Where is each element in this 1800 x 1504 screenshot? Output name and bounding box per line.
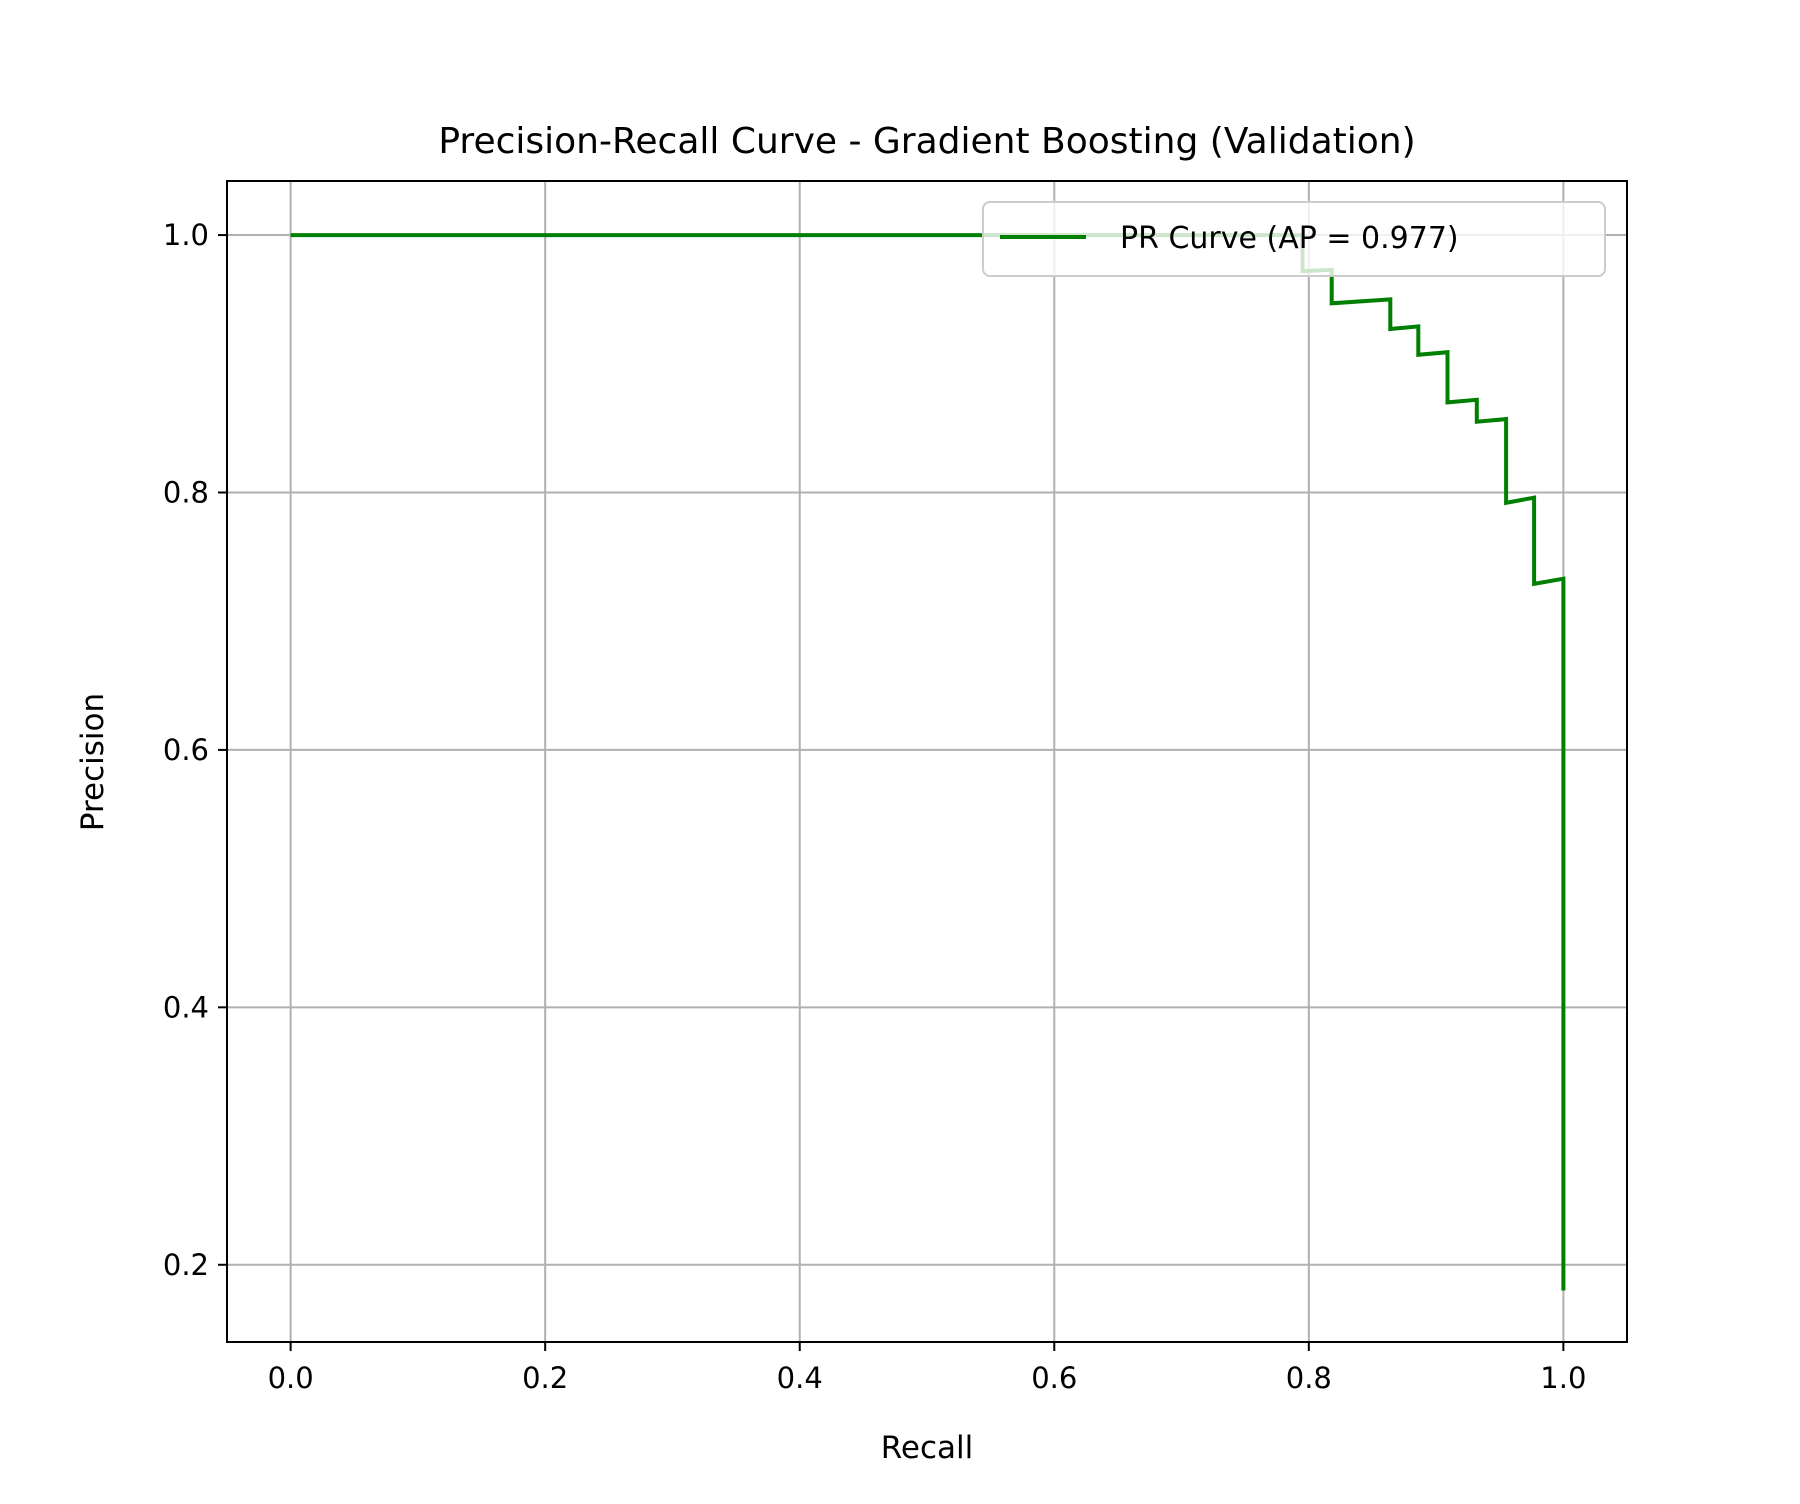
y-axis-label: Precision	[75, 693, 111, 831]
y-tick-label: 0.4	[163, 990, 209, 1024]
y-tick-label: 1.0	[163, 218, 209, 252]
x-tick-label: 0.8	[1286, 1361, 1332, 1395]
x-tick-label: 0.6	[1031, 1361, 1077, 1395]
y-tick-label: 0.6	[163, 733, 209, 767]
x-axis-label: Recall	[881, 1430, 974, 1466]
legend: PR Curve (AP = 0.977)	[982, 201, 1606, 277]
x-tick-label: 0.4	[777, 1361, 823, 1395]
legend-frame	[982, 201, 1606, 277]
y-tick-label: 0.2	[163, 1248, 209, 1282]
x-tick-label: 0.2	[522, 1361, 568, 1395]
plot-frame	[226, 180, 1628, 1343]
tick-layer: 0.0 0.2 0.4 0.6 0.8 1.0 0.2 0.4 0.6 0.8 1.0	[163, 218, 1587, 1395]
y-tick-label: 0.8	[163, 475, 209, 509]
x-tick-label: 0.0	[268, 1361, 314, 1395]
legend-entry-pr-curve: PR Curve (AP = 0.977)	[1120, 221, 1459, 256]
chart-title: Precision-Recall Curve - Gradient Boosti…	[438, 121, 1415, 162]
x-tick-label: 1.0	[1540, 1361, 1586, 1395]
